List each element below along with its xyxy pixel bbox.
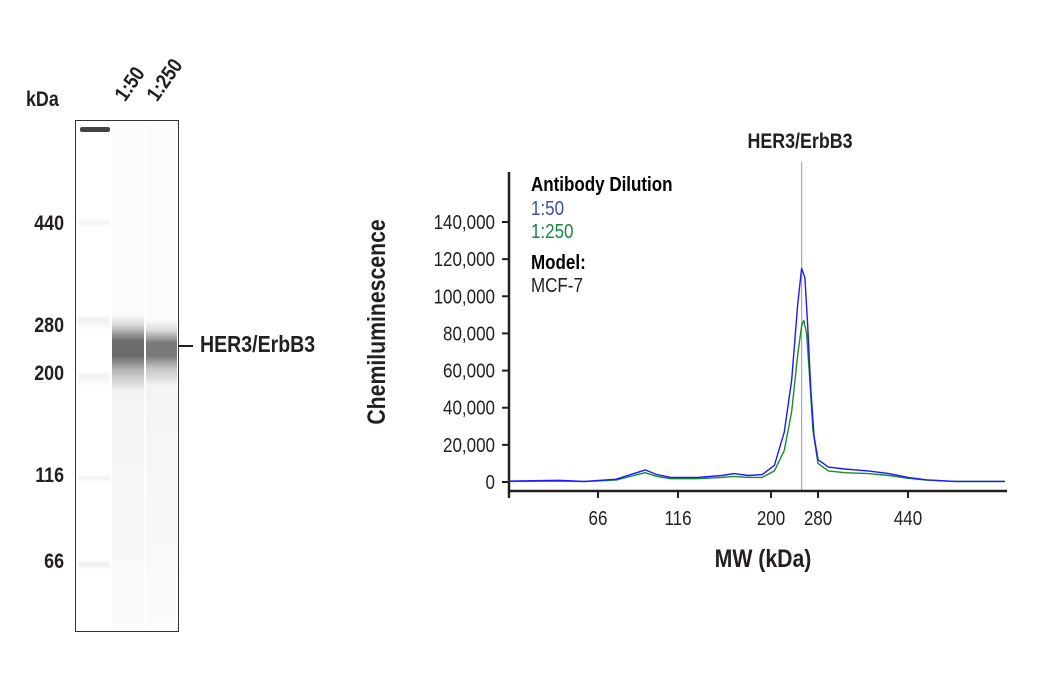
blot-image	[75, 120, 179, 632]
x-tick-label: 280	[804, 507, 832, 530]
marker-280: 280	[34, 314, 64, 337]
x-tick-label: 200	[757, 507, 785, 530]
ladder-lane	[78, 121, 110, 631]
lane-1	[112, 121, 144, 631]
x-tick-label: 116	[664, 507, 691, 530]
x-axis-label: MW (kDa)	[715, 544, 812, 572]
marker-116: 116	[35, 464, 64, 487]
y-tick-label: 100,000	[434, 285, 495, 308]
y-tick-label: 20,000	[443, 434, 495, 457]
legend-title: Antibody Dilution	[531, 173, 673, 196]
ladder-top-band	[80, 127, 110, 132]
lane-2	[146, 121, 177, 631]
legend-model-value: MCF-7	[531, 274, 583, 297]
kda-label: kDa	[26, 88, 59, 111]
y-tick-label: 0	[486, 471, 495, 494]
marker-440: 440	[34, 212, 64, 235]
series-line-1-250	[508, 319, 1005, 483]
band-label: HER3/ErbB3	[200, 331, 316, 357]
y-tick-label: 60,000	[443, 359, 495, 382]
x-tick-label: 66	[589, 507, 608, 530]
x-tick-label: 440	[894, 507, 922, 530]
y-tick-label: 140,000	[434, 211, 495, 234]
legend: Antibody Dilution 1:50 1:250 Model: MCF-…	[531, 173, 673, 297]
marker-66: 66	[44, 550, 64, 573]
legend-model-label: Model:	[531, 251, 586, 274]
legend-series-2: 1:250	[531, 220, 574, 243]
y-tick-label: 80,000	[443, 322, 495, 345]
y-axis-label: Chemiluminescence	[362, 219, 390, 424]
legend-series-1: 1:50	[531, 197, 564, 220]
marker-200: 200	[34, 362, 64, 385]
band-pointer-line	[179, 345, 193, 347]
chart-title: HER3/ErbB3	[747, 130, 852, 154]
series-line-1-50	[508, 267, 1005, 483]
y-tick-label: 120,000	[434, 248, 495, 271]
y-tick-label: 40,000	[443, 396, 495, 419]
